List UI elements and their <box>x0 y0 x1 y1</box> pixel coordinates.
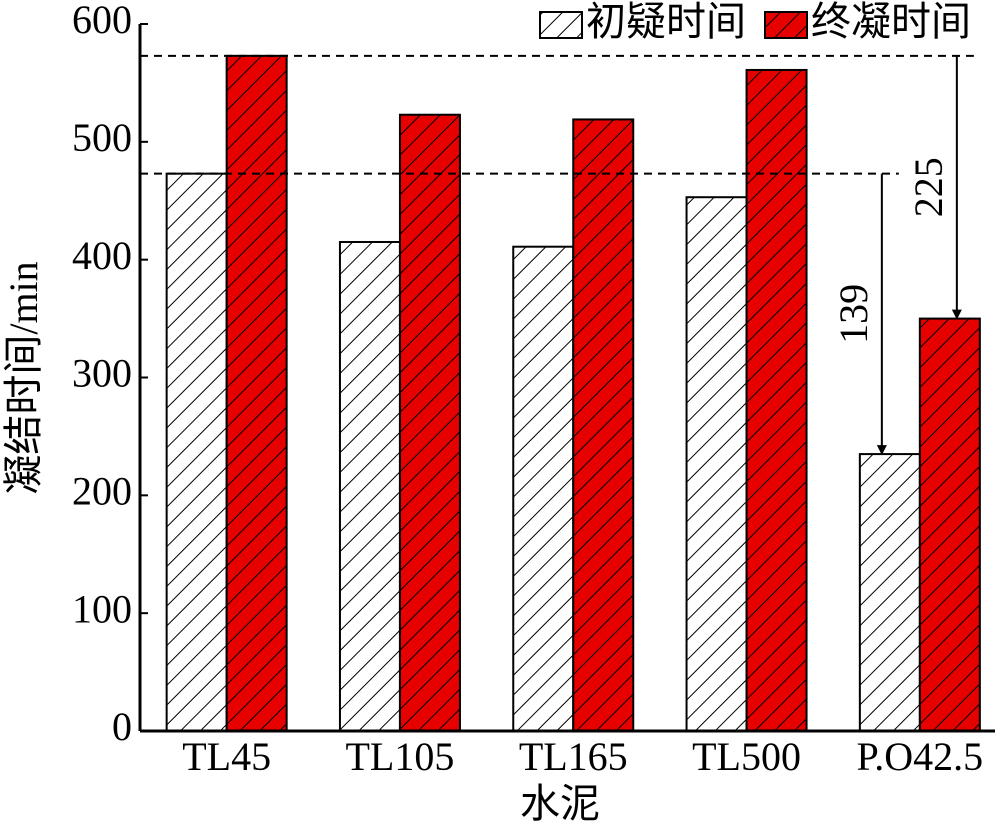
x-tick-label: TL105 <box>346 734 455 779</box>
legend-swatch <box>764 11 808 39</box>
x-axis-label: 水泥 <box>520 781 600 826</box>
legend-label: 初疑时间 <box>586 0 746 44</box>
bar <box>512 245 575 733</box>
y-tick-label: 100 <box>72 586 132 631</box>
difference-label: 139 <box>831 284 876 344</box>
bar <box>572 118 635 732</box>
y-tick-label: 0 <box>112 704 132 749</box>
difference-label: 225 <box>906 157 951 217</box>
bar <box>165 172 228 733</box>
bar <box>398 113 461 732</box>
x-tick-label: TL45 <box>182 734 271 779</box>
y-tick-label: 600 <box>72 0 132 42</box>
bar <box>685 196 748 732</box>
y-tick-label: 500 <box>72 115 132 160</box>
x-tick-label: P.O42.5 <box>856 734 983 779</box>
bar <box>745 68 808 732</box>
x-tick-label: TL500 <box>692 734 801 779</box>
bar <box>225 54 288 732</box>
y-tick-label: 400 <box>72 233 132 278</box>
y-tick-label: 300 <box>72 351 132 396</box>
bar <box>918 317 981 732</box>
y-axis-label: 凝结时间/min <box>1 261 46 494</box>
legend-swatch <box>539 11 583 39</box>
bar <box>338 240 401 732</box>
bar <box>858 453 921 732</box>
x-tick-label: TL165 <box>519 734 628 779</box>
y-tick-label: 200 <box>72 469 132 514</box>
legend-label: 终凝时间 <box>811 0 971 44</box>
